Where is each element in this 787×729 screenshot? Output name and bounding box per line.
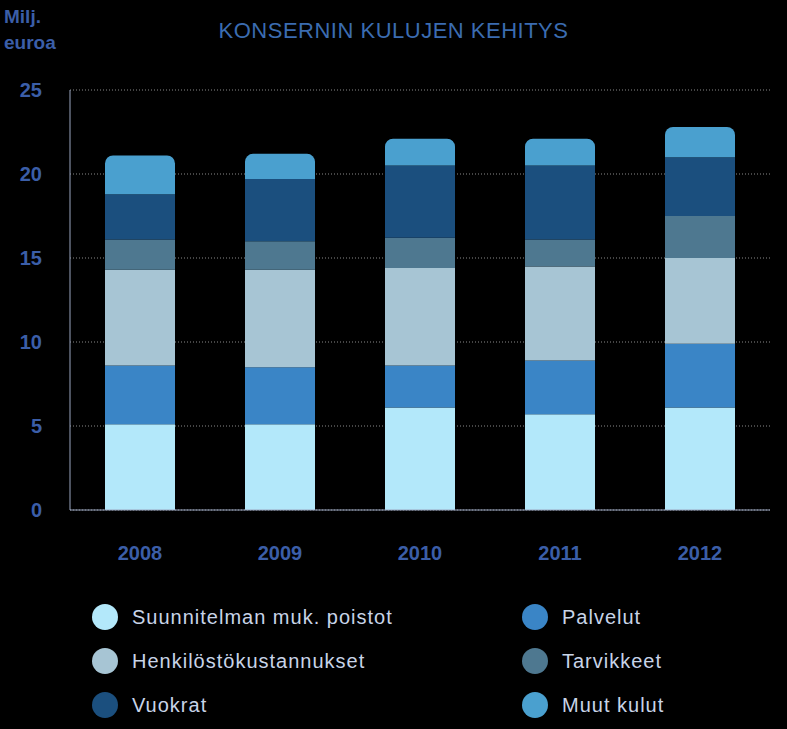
html-text:KONSERNIN KULUJEN KEHITYS: KONSERNIN KULUJEN KEHITYS xyxy=(218,18,569,43)
svg-text:2009: 2009 xyxy=(258,542,303,564)
html-text:Henkilöstökustannukset: Henkilöstökustannukset xyxy=(132,649,366,672)
html-text:Milj.: Milj. xyxy=(4,6,41,27)
html-text:Tarvikkeet: Tarvikkeet xyxy=(562,649,662,672)
html-text:euroa: euroa xyxy=(4,32,56,53)
svg-text:20: 20 xyxy=(20,163,42,185)
html-text:Vuokrat: Vuokrat xyxy=(132,693,208,716)
html-text:Muut kulut: Muut kulut xyxy=(562,693,665,716)
svg-text:2012: 2012 xyxy=(678,542,723,564)
svg-text:0: 0 xyxy=(31,499,42,521)
html-text:Palvelut: Palvelut xyxy=(562,605,642,628)
html-text:Suunnitelman muk. poistot: Suunnitelman muk. poistot xyxy=(132,605,393,628)
svg-text:10: 10 xyxy=(20,331,42,353)
svg-text:25: 25 xyxy=(20,79,42,101)
svg-text:2010: 2010 xyxy=(398,542,443,564)
svg-text:2011: 2011 xyxy=(538,542,581,564)
svg-text:15: 15 xyxy=(20,247,42,269)
svg-text:2008: 2008 xyxy=(118,542,163,564)
svg-text:5: 5 xyxy=(31,415,42,437)
